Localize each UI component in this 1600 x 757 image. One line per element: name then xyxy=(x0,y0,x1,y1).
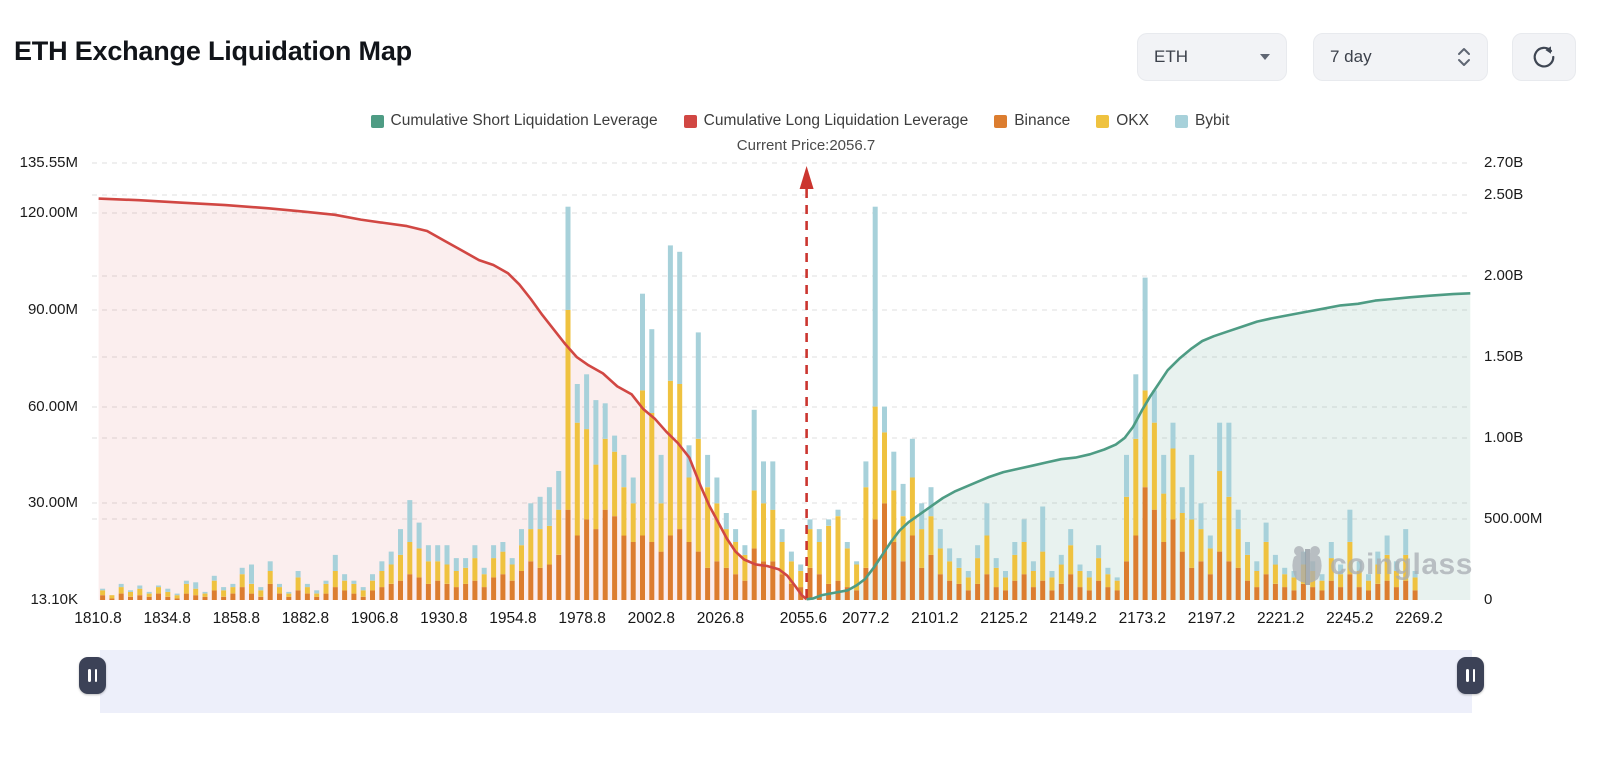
chart-legend: Cumulative Short Liquidation Leverage Cu… xyxy=(0,112,1600,130)
legend-item-cumulative-long[interactable]: Cumulative Long Liquidation Leverage xyxy=(683,112,969,130)
legend-item-okx[interactable]: OKX xyxy=(1096,112,1149,130)
legend-swatch xyxy=(994,114,1008,128)
zoom-slider-track[interactable] xyxy=(100,650,1472,713)
x-tick-label: 1906.8 xyxy=(350,610,399,627)
y-left-tick-label: 135.55M xyxy=(19,154,78,171)
x-tick-label: 2101.2 xyxy=(911,610,959,627)
x-tick-label: 2221.2 xyxy=(1256,610,1305,627)
x-axis: 1810.8 1834.8 1858.8 1882.8 1906.8 1930.8 1954… xyxy=(74,610,1472,632)
x-tick-label: 1978.8 xyxy=(558,610,606,627)
x-tick-label: 2026.8 xyxy=(696,610,745,627)
y-right-tick-label: 2.00B xyxy=(1484,267,1524,285)
x-tick-label: 2269.2 xyxy=(1395,610,1443,627)
current-price-label: Current Price:2056.7 xyxy=(736,137,876,154)
x-tick-label: 1930.8 xyxy=(420,610,468,627)
range-select-value: 7 day xyxy=(1330,47,1372,66)
legend-item-binance[interactable]: Binance xyxy=(994,112,1070,130)
x-tick-label: 2173.2 xyxy=(1118,610,1167,627)
x-tick-label: 2002.8 xyxy=(627,610,676,627)
liquidation-chart-svg[interactable] xyxy=(92,162,1472,601)
legend-swatch xyxy=(370,114,384,128)
x-tick-label: 2245.2 xyxy=(1326,610,1374,627)
slider-handle-right[interactable] xyxy=(1457,657,1484,694)
y-right-tick-label: 1.00B xyxy=(1484,429,1524,447)
x-tick-label: 1834.8 xyxy=(143,610,191,627)
y-right-tick-label: 1.50B xyxy=(1484,348,1524,366)
x-tick-label: 1858.8 xyxy=(212,610,261,627)
legend-swatch xyxy=(1096,114,1110,128)
coin-select[interactable]: ETH xyxy=(1137,33,1287,81)
legend-item-bybit[interactable]: Bybit xyxy=(1174,112,1230,130)
chevron-down-icon xyxy=(1260,54,1270,60)
y-left-tick-label: 90.00M xyxy=(27,300,78,318)
page-title: ETH Exchange Liquidation Map xyxy=(14,36,412,66)
x-tick-label: 2077.2 xyxy=(841,610,890,627)
refresh-button[interactable] xyxy=(1512,33,1576,81)
legend-label: Cumulative Short Liquidation Leverage xyxy=(390,112,658,129)
y-left-tick-label: 13.10K xyxy=(30,590,78,608)
x-tick-label: 2055.6 xyxy=(779,610,828,627)
y-left-tick-label: 30.00M xyxy=(27,494,78,512)
legend-item-cumulative-short[interactable]: Cumulative Short Liquidation Leverage xyxy=(370,112,658,130)
y-axis-left: 13.10K 30.00M 60.00M 90.00M 120.00M 135.55M xyxy=(0,154,80,608)
legend-label: OKX xyxy=(1116,112,1149,129)
x-tick-label: 1882.8 xyxy=(281,610,330,627)
y-right-tick-label: 2.50B xyxy=(1484,186,1524,204)
y-right-tick-label: 2.70B xyxy=(1484,154,1524,171)
y-left-tick-label: 120.00M xyxy=(19,204,78,222)
legend-label: Cumulative Long Liquidation Leverage xyxy=(703,112,969,129)
slider-handle-left[interactable] xyxy=(79,657,106,694)
x-tick-label: 1810.8 xyxy=(74,610,122,627)
legend-swatch xyxy=(1174,114,1188,128)
y-right-tick-label: 500.00M xyxy=(1484,510,1543,528)
y-axis-right: 0 500.00M 1.00B 1.50B 2.00B 2.50B 2.70B xyxy=(1484,154,1594,608)
x-tick-label: 2197.2 xyxy=(1187,610,1236,627)
x-tick-label: 2125.2 xyxy=(980,610,1028,627)
chevron-up-down-icon xyxy=(1457,47,1471,67)
legend-swatch xyxy=(683,114,697,128)
legend-label: Bybit xyxy=(1194,112,1230,129)
y-right-tick-label: 0 xyxy=(1484,591,1493,608)
refresh-icon xyxy=(1531,44,1557,70)
liquidation-chart-plot[interactable] xyxy=(92,162,1472,601)
y-left-tick-label: 60.00M xyxy=(27,397,78,415)
range-select[interactable]: 7 day xyxy=(1313,33,1488,81)
coin-select-value: ETH xyxy=(1154,47,1188,66)
x-tick-label: 2149.2 xyxy=(1049,610,1097,627)
x-tick-label: 1954.8 xyxy=(489,610,537,627)
legend-label: Binance xyxy=(1014,112,1071,129)
